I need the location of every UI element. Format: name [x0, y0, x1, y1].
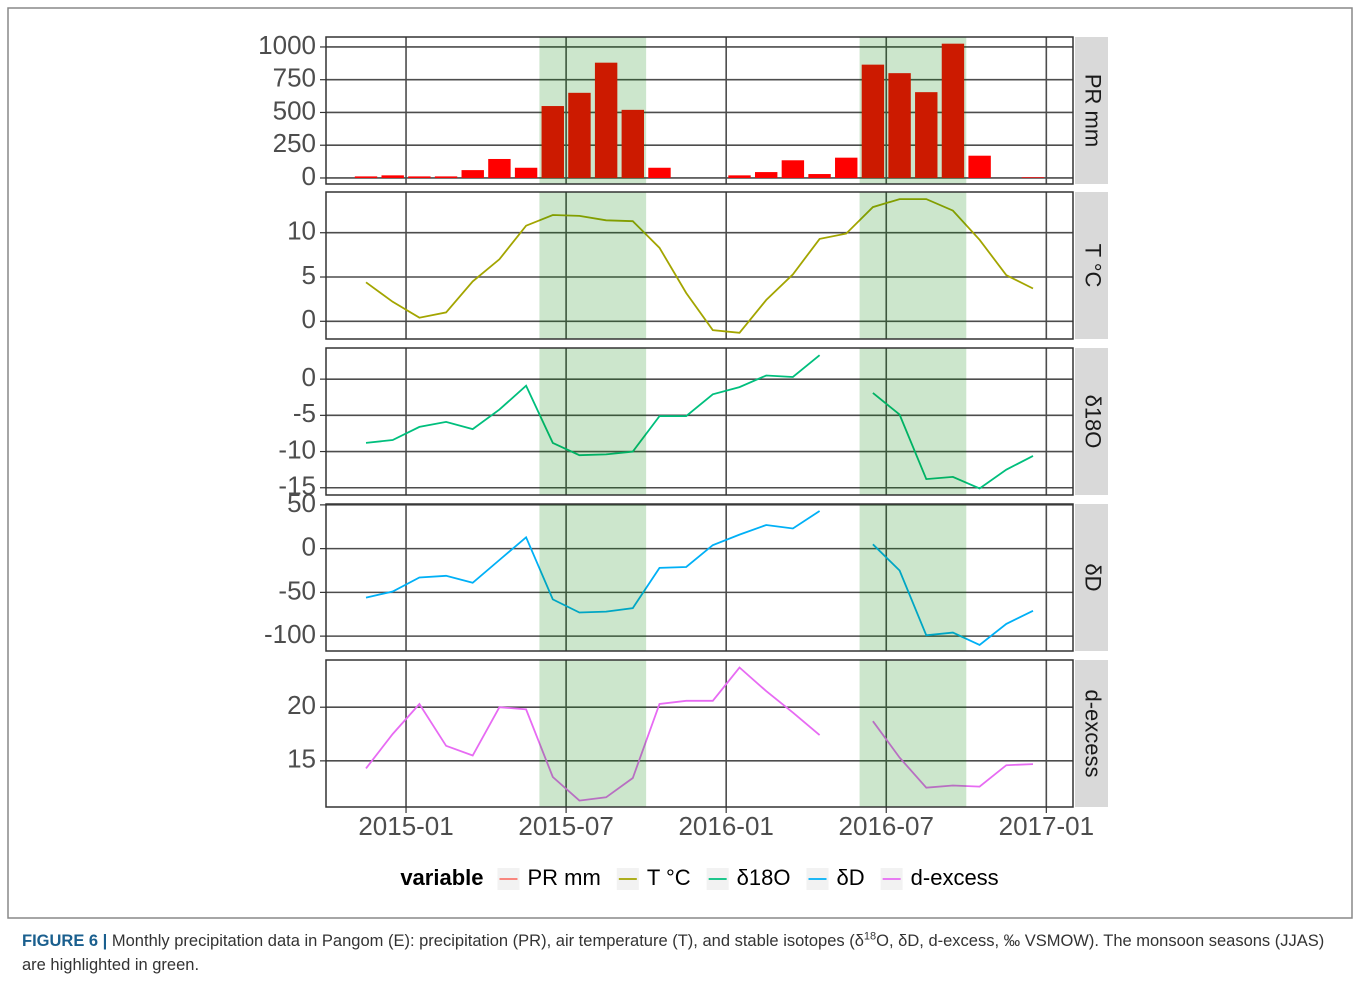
bar — [568, 92, 591, 178]
legend-label: T °C — [647, 865, 691, 890]
strip-label: d-excess — [1081, 689, 1106, 777]
bar — [621, 109, 645, 178]
y-tick-label: 0 — [302, 532, 316, 562]
y-tick-label: 20 — [287, 690, 316, 720]
bar — [915, 92, 938, 178]
legend-label: δ18O — [737, 865, 791, 890]
highlight — [859, 348, 967, 495]
bar — [728, 175, 751, 178]
y-tick-label: -5 — [293, 398, 316, 428]
panel — [326, 348, 1073, 495]
y-tick-label: -10 — [278, 434, 316, 464]
strip — [1075, 192, 1108, 339]
strip — [1075, 504, 1108, 651]
legend-label: δD — [837, 865, 865, 890]
bar — [808, 174, 831, 178]
highlight — [539, 37, 647, 184]
bar — [941, 43, 965, 178]
bar — [514, 167, 538, 178]
bar — [434, 176, 458, 178]
y-tick-label: 1000 — [258, 30, 316, 60]
line — [365, 666, 1034, 802]
bar — [488, 158, 511, 178]
bar — [541, 106, 564, 178]
line — [365, 198, 1034, 334]
panel-border — [325, 659, 1074, 808]
highlight — [539, 192, 647, 339]
legend: variable PR mm T °C δ18O δD d-excess — [400, 865, 999, 890]
y-tick-label: 0 — [302, 161, 316, 191]
x-tick-label: 2016-01 — [678, 811, 773, 841]
legend-label: PR mm — [527, 865, 600, 890]
y-tick-label: 500 — [273, 95, 316, 125]
highlight — [539, 504, 647, 651]
bar — [408, 176, 431, 178]
highlight — [859, 660, 967, 807]
x-tick-label: 2015-01 — [358, 811, 453, 841]
strip — [1075, 348, 1108, 495]
highlight — [859, 504, 967, 651]
panel — [326, 660, 1073, 807]
caption: FIGURE 6 | Monthly precipitation data in… — [22, 929, 1342, 977]
highlight — [859, 37, 967, 184]
caption-text: Monthly precipitation data in Pangom (E)… — [111, 932, 864, 950]
x-tick-label: 2017-01 — [999, 811, 1094, 841]
strip-label: T °C — [1081, 244, 1106, 288]
y-tick-label: 5 — [302, 260, 316, 290]
y-tick-label: -100 — [264, 619, 316, 649]
highlight — [859, 192, 967, 339]
panel-border — [325, 191, 1074, 340]
caption-sup: 18 — [863, 930, 877, 943]
strip-label: PR mm — [1081, 74, 1106, 147]
bar — [968, 155, 991, 178]
line — [365, 510, 1034, 646]
strip — [1075, 37, 1108, 184]
x-tick-label: 2015-07 — [518, 811, 613, 841]
y-tick-label: 750 — [273, 63, 316, 93]
bar — [461, 170, 484, 178]
y-tick-label: 0 — [302, 362, 316, 392]
bar — [1021, 177, 1045, 178]
legend-label: d-excess — [911, 865, 999, 890]
bar — [754, 172, 778, 178]
legend-title: variable — [400, 865, 483, 890]
strip — [1075, 660, 1108, 807]
panel-border — [325, 36, 1074, 185]
figure-frame — [7, 7, 1353, 919]
y-tick-label: 250 — [273, 128, 316, 158]
bar — [835, 157, 858, 178]
y-tick-label: 50 — [287, 488, 316, 518]
strip-label: δ18O — [1081, 395, 1106, 449]
bar — [381, 175, 404, 178]
panel-border — [325, 347, 1074, 496]
x-tick-label: 2016-07 — [839, 811, 934, 841]
caption-label: FIGURE 6 | — [22, 932, 108, 950]
bar — [781, 160, 805, 178]
panel — [326, 192, 1073, 339]
bar — [354, 176, 378, 178]
bar — [594, 62, 618, 178]
bar — [888, 73, 911, 178]
bar — [861, 64, 885, 178]
strip-label: δD — [1081, 563, 1106, 591]
line — [365, 354, 1034, 490]
highlight — [539, 660, 647, 807]
y-tick-label: 10 — [287, 216, 316, 246]
y-tick-label: 0 — [302, 304, 316, 334]
caption-text: O, δD, d-excess, ‰ VSMOW). The monsoon s… — [22, 932, 1325, 974]
y-tick-label: 15 — [287, 744, 316, 774]
y-tick-label: -15 — [278, 471, 316, 501]
bar — [648, 167, 671, 178]
highlight — [539, 348, 647, 495]
y-tick-label: -50 — [278, 575, 316, 605]
panel-border — [325, 503, 1074, 652]
